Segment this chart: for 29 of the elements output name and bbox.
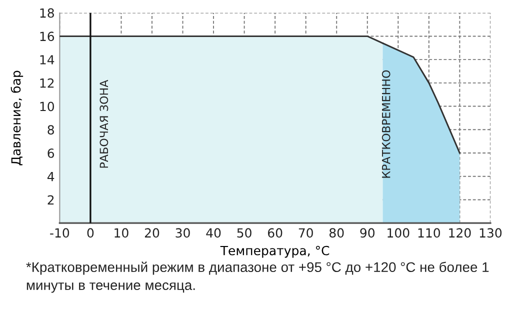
y-tick-label: 18 [40,8,54,18]
y-tick-label: 8 [48,125,54,135]
x-tick-label: 100 [388,228,410,238]
x-tick-label: 10 [114,228,128,238]
x-tick-label: 80 [330,228,344,238]
x-tick-label: 60 [268,228,282,238]
x-tick-label: 90 [360,228,374,238]
x-axis-title: Температура, °C [220,246,330,258]
x-tick-label: 40 [206,228,221,238]
x-tick-label: 70 [298,228,313,238]
x-tick-label: 30 [176,228,190,238]
text: *Кратковременный режим в диапазоне от +95 °C до +120 °C не более 1 минуты в течение месяца. [26,262,489,293]
x-tick-label: 110 [418,228,440,238]
x-tick-label: 120 [449,228,471,238]
annotation: РАБОЧАЯ ЗОНА [100,80,108,168]
y-tick-label: 12 [40,78,54,88]
y-tick-label: 6 [48,148,54,158]
y-tick-label: 14 [40,55,54,64]
y-tick-label: 4 [47,172,54,182]
y-tick-label: 10 [40,102,54,112]
y-tick-label: 2 [48,195,54,204]
annotation: КРАТКОВРЕМЕННО [382,70,390,178]
x-tick-label: 0 [87,228,94,238]
x-tick-label: -10 [50,228,70,238]
x-tick-label: 130 [480,228,502,238]
y-axis-title: Давление, бар [10,70,24,166]
x-tick-label: 20 [144,228,160,238]
y-tick-label: 16 [40,32,54,42]
x-tick-label: 50 [237,228,252,238]
